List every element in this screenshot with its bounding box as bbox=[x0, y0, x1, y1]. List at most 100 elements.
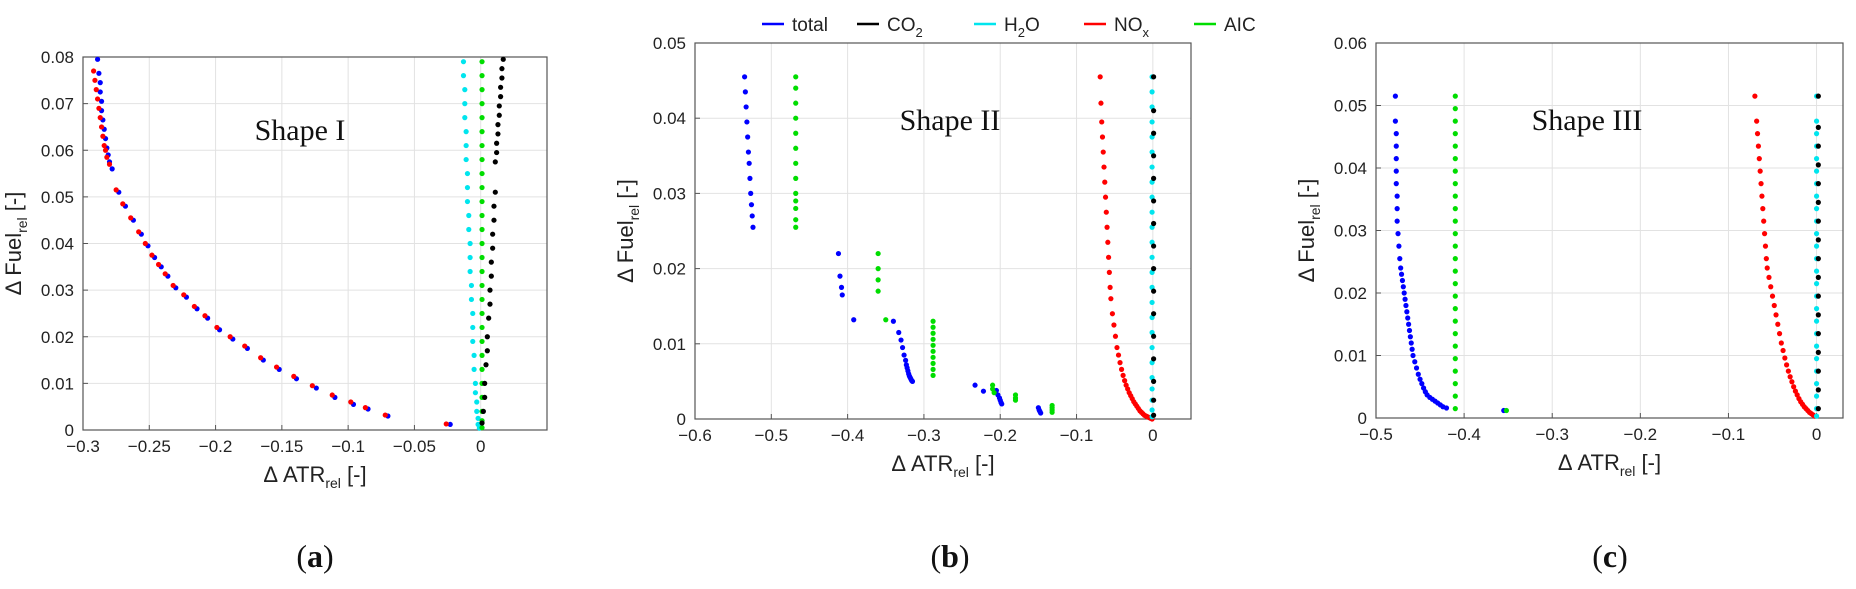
data-point bbox=[1151, 243, 1157, 249]
data-point bbox=[835, 250, 842, 257]
data-point bbox=[470, 310, 476, 317]
data-point bbox=[793, 74, 799, 80]
data-point bbox=[467, 268, 473, 275]
data-point bbox=[1815, 256, 1821, 262]
data-point bbox=[748, 202, 755, 208]
data-point bbox=[1111, 322, 1117, 328]
data-point bbox=[991, 390, 997, 396]
data-point bbox=[1410, 352, 1416, 359]
data-point bbox=[1452, 318, 1458, 324]
data-point bbox=[1105, 254, 1112, 260]
y-tick-label: 0.05 bbox=[1334, 97, 1367, 116]
data-point bbox=[479, 129, 485, 135]
data-point bbox=[930, 336, 936, 342]
data-point bbox=[1813, 231, 1820, 237]
data-point bbox=[102, 147, 109, 153]
data-point bbox=[1503, 407, 1510, 414]
data-point bbox=[109, 166, 115, 172]
data-point bbox=[930, 324, 936, 330]
data-point bbox=[1452, 143, 1458, 149]
data-point bbox=[899, 344, 906, 351]
data-point bbox=[875, 288, 881, 294]
y-axis-label: Δ Fuelrel [-] bbox=[1294, 179, 1323, 283]
data-point bbox=[1452, 156, 1458, 162]
data-point bbox=[1815, 93, 1821, 99]
data-point bbox=[479, 366, 485, 372]
data-point bbox=[500, 56, 506, 62]
data-point bbox=[1102, 194, 1109, 200]
data-point bbox=[1452, 106, 1458, 112]
data-point bbox=[479, 324, 485, 331]
data-point bbox=[1752, 93, 1758, 99]
data-point bbox=[793, 190, 799, 196]
plot-frame bbox=[1375, 42, 1844, 419]
data-point bbox=[793, 175, 799, 181]
x-tick-label: −0.25 bbox=[128, 437, 171, 456]
data-point bbox=[1105, 239, 1111, 245]
data-point bbox=[97, 89, 103, 95]
data-point bbox=[1760, 206, 1766, 212]
data-point bbox=[909, 378, 916, 384]
y-tick-label: 0.02 bbox=[653, 260, 686, 279]
data-point bbox=[1778, 340, 1784, 346]
data-point bbox=[930, 354, 936, 360]
data-point bbox=[1813, 156, 1820, 162]
data-point bbox=[491, 203, 497, 209]
data-point bbox=[901, 352, 907, 358]
data-point bbox=[1773, 312, 1779, 318]
data-point bbox=[104, 154, 110, 160]
y-tick-label: 0.01 bbox=[41, 374, 74, 393]
data-point bbox=[890, 318, 897, 324]
data-point bbox=[883, 317, 889, 323]
data-point bbox=[464, 184, 471, 191]
data-point bbox=[1151, 378, 1157, 384]
data-point bbox=[1151, 311, 1157, 317]
data-point bbox=[496, 112, 502, 118]
panel-title: Shape III bbox=[1532, 104, 1643, 137]
y-tick-label: 0.04 bbox=[653, 109, 686, 128]
y-tick-label: 0 bbox=[65, 421, 74, 440]
data-point bbox=[747, 175, 753, 181]
data-point bbox=[1813, 118, 1820, 124]
data-point bbox=[746, 160, 752, 166]
data-point bbox=[1815, 237, 1821, 243]
data-point bbox=[1151, 74, 1157, 80]
data-point bbox=[100, 133, 106, 139]
data-point bbox=[97, 80, 103, 86]
data-point bbox=[1394, 206, 1400, 212]
data-point bbox=[460, 73, 467, 79]
panel-title: Shape II bbox=[900, 104, 1001, 137]
chart-panel-c: −0.5 −0.4 −0.3 −0.2 −0.1 0 0 0.01 0.02 0.03 0.04 0.… bbox=[1294, 34, 1844, 574]
data-point bbox=[1452, 206, 1458, 212]
data-point bbox=[1413, 365, 1420, 371]
data-point bbox=[492, 159, 498, 165]
data-point bbox=[1403, 302, 1409, 309]
data-point bbox=[837, 273, 843, 279]
data-point bbox=[1452, 168, 1458, 174]
data-point bbox=[258, 355, 264, 361]
data-point bbox=[149, 252, 155, 258]
data-point bbox=[1452, 393, 1458, 399]
data-point bbox=[98, 98, 105, 104]
data-point bbox=[1099, 119, 1105, 125]
data-point bbox=[743, 104, 749, 110]
data-point bbox=[1813, 306, 1820, 312]
data-point bbox=[142, 240, 148, 247]
data-point bbox=[479, 268, 485, 275]
data-point bbox=[313, 385, 319, 391]
data-point bbox=[1394, 193, 1400, 199]
data-point bbox=[793, 85, 799, 91]
data-point bbox=[1452, 356, 1458, 362]
data-point bbox=[479, 310, 485, 317]
x-tick-label: 0 bbox=[1148, 426, 1157, 445]
legend-label-co2: CO2 bbox=[887, 15, 923, 40]
data-point bbox=[482, 380, 488, 386]
data-point bbox=[1151, 198, 1157, 204]
data-point bbox=[1813, 343, 1820, 349]
data-point bbox=[1815, 143, 1821, 149]
data-point bbox=[1452, 181, 1458, 187]
data-point bbox=[1813, 381, 1820, 387]
x-tick-label: −0.1 bbox=[331, 437, 365, 456]
y-tick-label: 0.03 bbox=[41, 281, 74, 300]
data-point bbox=[748, 190, 754, 196]
